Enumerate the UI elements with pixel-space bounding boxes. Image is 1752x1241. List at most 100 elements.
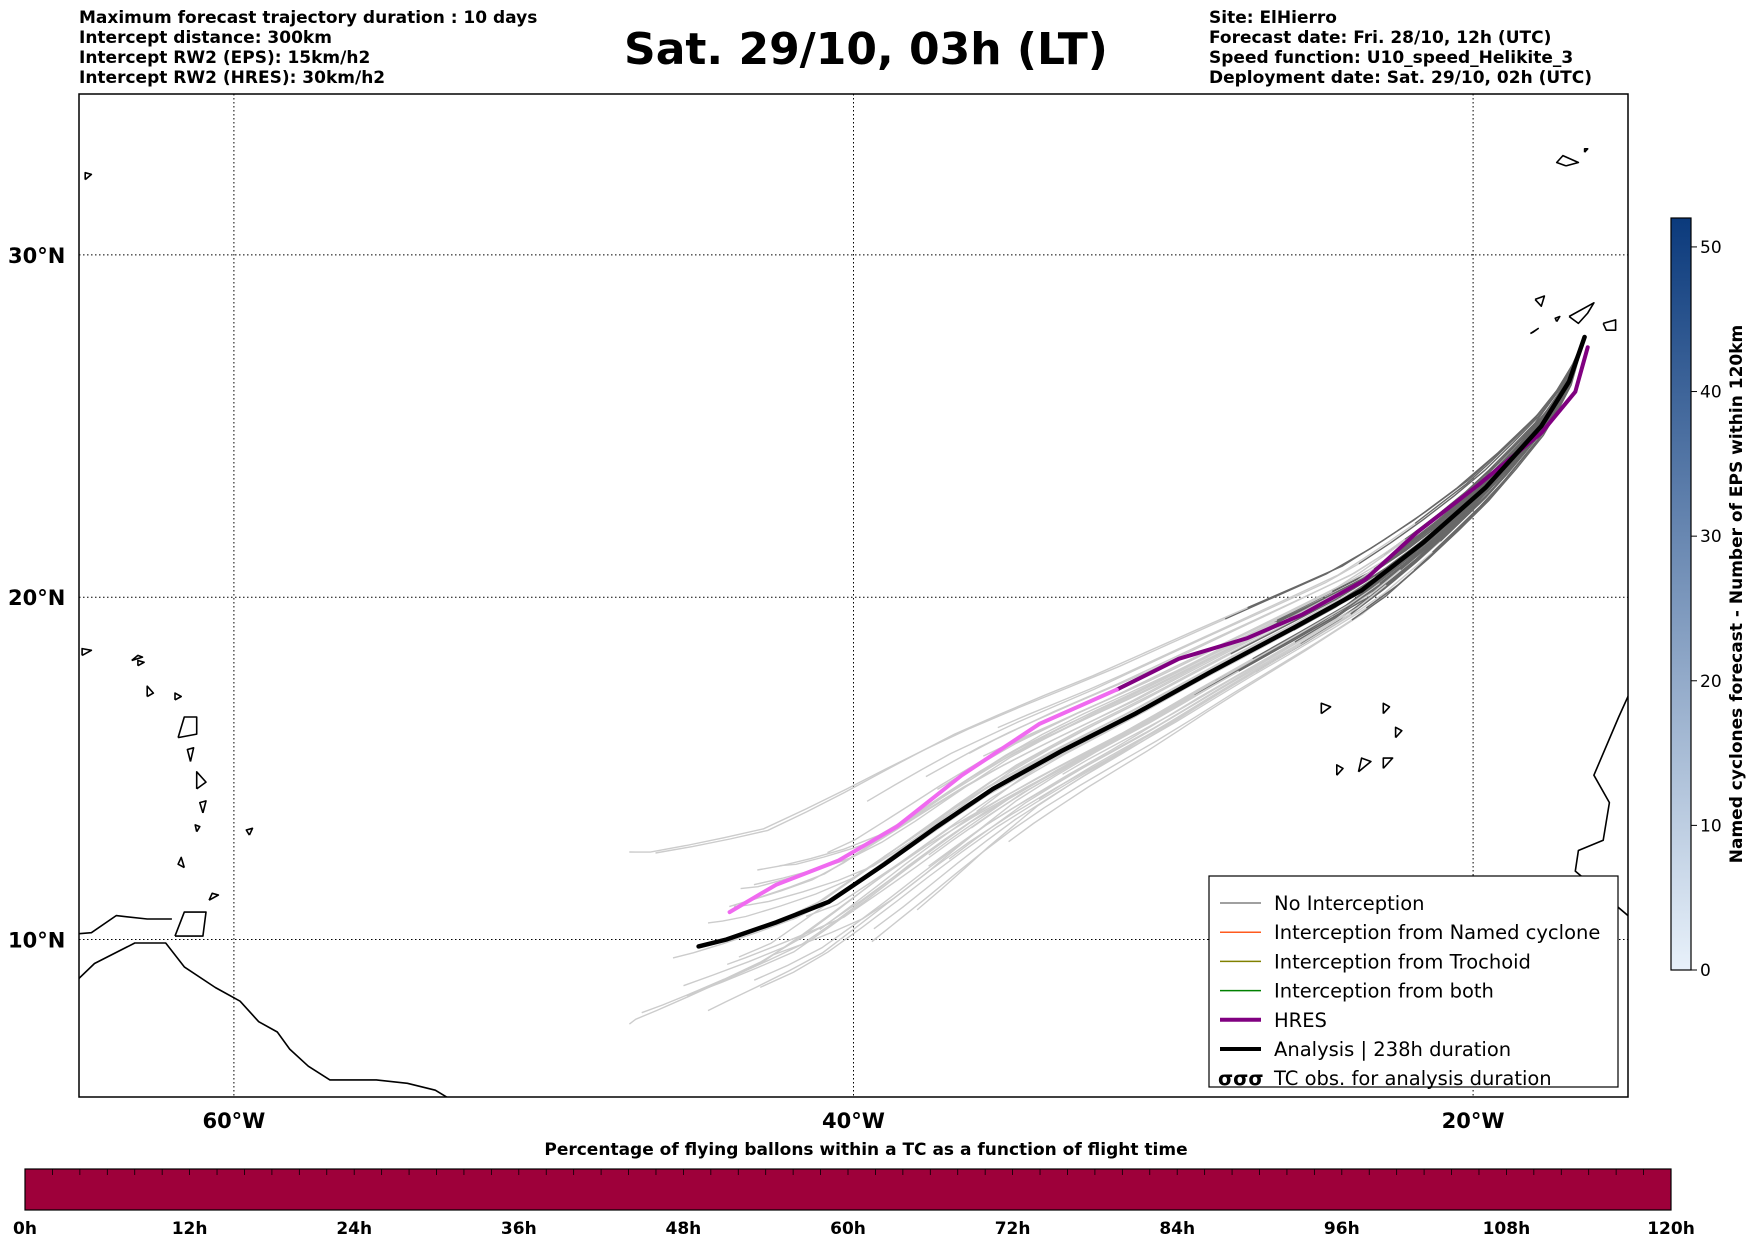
legend-label: HRES [1274,1009,1327,1032]
coastline-segment [195,771,207,790]
coastline-segment [186,747,195,762]
coastline-segment [1602,319,1617,331]
legend-label: Interception from Trochoid [1274,950,1531,973]
colorbar-named-cyclones: 0 10 20 30 40 50 Named cyclones forecast - Nu… [1670,217,1747,981]
bar-tick-label: 108h [1483,1219,1531,1239]
header-right-info: Site: ElHierro Forecast date: Fri. 28/10… [1209,8,1592,88]
eps-trajectory-far [757,619,1278,871]
coastline-segment [174,692,182,701]
coastline-segment [1382,702,1391,715]
coastline-segment [131,654,144,662]
header-left-info: Maximum forecast trajectory duration : 1… [79,8,537,88]
legend: No Interception Interception from Named c… [1208,875,1619,1090]
flight-time-bar-fill [24,1168,1672,1211]
bar-tick-label: 0h [13,1219,37,1239]
header-right-line: Site: ElHierro [1209,8,1337,28]
graticule [79,94,1628,1097]
coastline-segment [84,171,93,181]
eps-trajectory-far [866,563,1360,802]
coastline-segment [174,911,207,937]
coastline-segment [1336,764,1344,776]
coastline-segment [1554,315,1561,323]
latitude-label: 20°N [8,586,65,610]
bar-tick-label: 72h [995,1219,1031,1239]
bar-tick-label: 36h [501,1219,537,1239]
flight-time-bar: Percentage of flying ballons within a TC… [13,1140,1695,1239]
eps-trajectory-far [689,670,1240,995]
coastline-segment [1357,757,1372,773]
eps-trajectory-far [707,653,1232,924]
eps-trajectory-far [928,583,1381,856]
tc-obs-icon: σσσ [1218,1067,1264,1090]
colorbar-tick-label: 50 [1700,238,1722,258]
header-left-line: Intercept distance: 300km [79,28,332,48]
coastline-segment [208,892,220,901]
eps-trajectory-far [629,618,1226,853]
hres-track-near [1114,345,1590,692]
colorbar-tick-label: 0 [1700,961,1711,981]
longitude-label: 40°W [822,1109,885,1133]
header-right-line: Forecast date: Fri. 28/10, 12h (UTC) [1209,28,1552,48]
map-title: Sat. 29/10, 03h (LT) [624,24,1108,75]
coastline-segment [81,647,93,657]
eps-trajectory-far [928,584,1387,867]
header-left-line: Intercept RW2 (HRES): 30km/h2 [79,68,386,88]
colorbar-tick-label: 30 [1700,527,1722,547]
coastline-segment [146,685,155,698]
coastline-segment [1529,327,1539,335]
legend-label: No Interception [1274,892,1425,915]
coastline-segment [1394,726,1403,739]
coastline-segment [1320,702,1332,715]
bar-tick-label: 84h [1159,1219,1195,1239]
header-right-line: Deployment date: Sat. 29/10, 02h (UTC) [1209,68,1593,88]
coastline-segment [1534,295,1546,307]
eps-trajectory-far [968,538,1406,755]
legend-label: Interception from Named cyclone [1274,921,1600,944]
bar-tick-label: 48h [666,1219,702,1239]
latitude-label: 10°N [8,929,65,953]
hres-track-far [727,687,1119,915]
coastline-segment [79,942,449,1097]
longitude-label: 60°W [202,1109,265,1133]
coastline-segment [1574,694,1628,918]
flight-time-bar-title: Percentage of flying ballons within a TC… [544,1140,1187,1160]
coastline-segment [177,716,198,739]
legend-label: Interception from both [1274,980,1494,1003]
coastline-segment [1647,299,1666,320]
eps-trajectory-far [908,576,1376,842]
colorbar-tick-label: 10 [1700,816,1722,836]
coastline-segment [137,659,145,667]
eps-trajectory-far [779,621,1276,867]
coastline-segment [1583,148,1589,153]
coastline-segment [177,856,186,869]
latitude-label: 30°N [8,244,65,268]
coastline-segment [48,649,73,656]
coastline-segment [79,914,172,935]
longitude-label: 20°W [1442,1109,1505,1133]
coastlines [48,148,1666,1097]
colorbar-tick-label: 20 [1700,672,1722,692]
coastline-segment [1555,154,1580,167]
eps-trajectory-far [655,607,1248,854]
analysis-trajectory [696,334,1587,949]
header-right-line: Speed function: U10_speed_Helikite_3 [1209,48,1574,68]
legend-label: Analysis | 238h duration [1274,1038,1511,1061]
bar-tick-label: 24h [336,1219,372,1239]
coastline-segment [194,824,201,833]
map-panel [48,93,1666,1098]
axis-labels: 60°W 40°W 20°W 30°N 20°N 10°N [8,244,1505,1133]
coastline-segment [199,800,207,814]
header-left-line: Intercept RW2 (EPS): 15km/h2 [79,48,371,68]
coastline-segment [245,827,254,836]
bar-tick-label: 96h [1324,1219,1360,1239]
eps-trajectory-far [997,522,1416,729]
bar-tick-label: 120h [1647,1219,1695,1239]
bar-tick-label: 60h [830,1219,866,1239]
eps-trajectory-far [871,619,1353,943]
eps-trajectory-far [916,607,1367,911]
header-left-line: Maximum forecast trajectory duration : 1… [79,8,538,28]
eps-trajectory-far [827,590,1333,854]
eps-trajectory-far [873,613,1352,930]
map-border [78,93,1629,1098]
